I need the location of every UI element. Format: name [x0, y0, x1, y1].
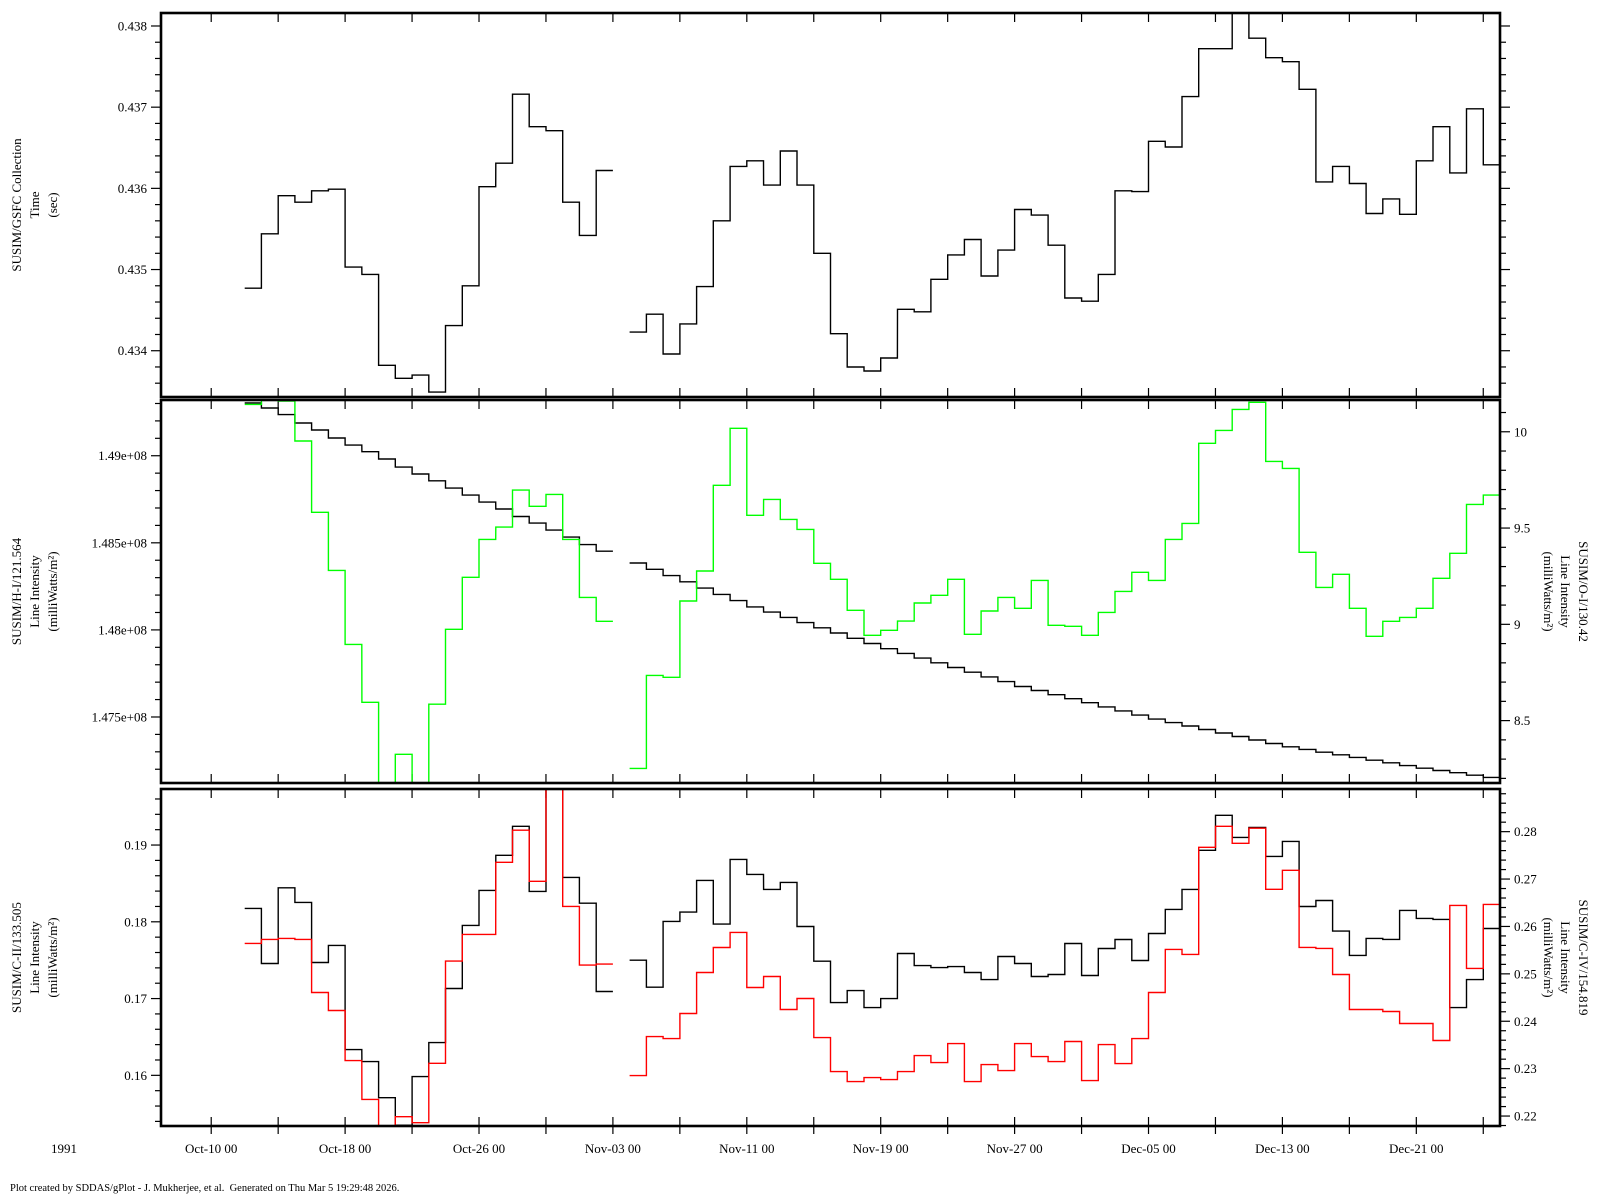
left-axis-title: SUSIM/H-I/121.564	[9, 537, 24, 645]
y-tick-label: 0.26	[1514, 919, 1537, 934]
x-tick-label: Dec-05 00	[1121, 1141, 1176, 1156]
right-axis-title: (milliWatts/m²)	[1541, 551, 1556, 631]
x-tick-label: Oct-10 00	[185, 1141, 237, 1156]
y-tick-label: 9	[1514, 617, 1521, 632]
y-tick-label: 0.25	[1514, 966, 1537, 981]
chart-panels: 0.434 0.435 0.436 0.437 0.438 SUSIM/GSFC Coll…	[9, 11, 1591, 1134]
series-line-left-axis	[244, 402, 1500, 779]
panel-frame	[159, 398, 1502, 785]
left-y-axis: 0.434 0.435 0.436 0.437 0.438 SUSIM/GSFC Coll…	[9, 18, 161, 384]
y-tick-label: 0.437	[118, 100, 148, 115]
right-axis-title: Line Intensity	[1558, 921, 1573, 994]
left-y-axis: 0.16 0.17 0.18 0.19 SUSIM/C-II/133.505 Line I…	[9, 798, 161, 1122]
right-y-axis: 0.22 0.23 0.24 0.25 0.26 0.27 0.28 SUSIM/C-IV/1…	[1500, 793, 1591, 1127]
right-axis-title: SUSIM/C-IV/154.819	[1576, 900, 1591, 1016]
left-axis-title: SUSIM/GSFC Collection	[9, 138, 24, 272]
y-tick-label: 0.18	[124, 914, 147, 929]
y-tick-label: 1.49e+08	[98, 448, 147, 463]
y-tick-label: 0.435	[118, 262, 147, 277]
panel-2: 1.475e+08 1.48e+08 1.485e+08 1.49e+08 SUSIM/…	[9, 398, 1591, 785]
left-axis-title: Line Intensity	[27, 921, 42, 994]
y-tick-label: 0.17	[124, 991, 147, 1006]
y-tick-label: 0.27	[1514, 872, 1537, 887]
panel-frame	[159, 787, 1502, 1128]
left-axis-title: (milliWatts/m²)	[45, 917, 60, 997]
y-tick-label: 10	[1514, 424, 1527, 439]
x-ticks	[210, 13, 1484, 397]
y-tick-label: 0.438	[118, 18, 147, 33]
y-tick-label: 0.28	[1514, 824, 1537, 839]
x-axis-labels: Oct-10 00 Oct-18 00 Oct-26 00 Nov-03 00 Nov-…	[185, 1141, 1444, 1156]
y-tick-label: 9.5	[1514, 521, 1530, 536]
left-axis-title: SUSIM/C-II/133.505	[9, 902, 24, 1013]
left-axis-title: Time	[27, 191, 42, 218]
series-line-left-axis	[244, 13, 1500, 393]
panel-1: 0.434 0.435 0.436 0.437 0.438 SUSIM/GSFC Coll…	[9, 11, 1510, 399]
right-axis-title: Line Intensity	[1558, 555, 1573, 628]
y-tick-label: 8.5	[1514, 713, 1530, 728]
y-tick-label: 0.16	[124, 1068, 147, 1083]
x-tick-label: Dec-13 00	[1255, 1141, 1310, 1156]
x-tick-label: Oct-18 00	[319, 1141, 371, 1156]
series-line-left-axis	[244, 789, 1500, 1126]
x-ticks	[210, 400, 1484, 783]
x-tick-label: Nov-11 00	[719, 1141, 775, 1156]
y-tick-label: 0.22	[1514, 1109, 1537, 1124]
x-tick-label: Oct-26 00	[453, 1141, 505, 1156]
plot-footer: Plot created by SDDAS/gPlot - J. Mukherj…	[10, 1183, 399, 1194]
y-tick-label: 1.475e+08	[92, 709, 147, 724]
x-tick-label: Nov-19 00	[853, 1141, 909, 1156]
right-axis-title: (milliWatts/m²)	[1541, 917, 1556, 997]
x-tick-label: Nov-27 00	[987, 1141, 1043, 1156]
series-line-right-axis	[244, 789, 1500, 1126]
y-tick-label: 0.24	[1514, 1014, 1537, 1029]
left-y-axis: 1.475e+08 1.48e+08 1.485e+08 1.49e+08 SUSIM/…	[9, 402, 161, 770]
left-axis-title: (sec)	[45, 192, 60, 217]
left-axis-title: (milliWatts/m²)	[45, 551, 60, 631]
x-tick-label: Dec-21 00	[1389, 1141, 1444, 1156]
y-tick-label: 0.19	[124, 838, 147, 853]
panel-frame	[159, 11, 1502, 399]
y-tick-label: 1.485e+08	[92, 535, 147, 550]
left-axis-title: Line Intensity	[27, 555, 42, 628]
right-y-axis	[1500, 25, 1510, 384]
right-axis-title: SUSIM/O-I/130.42	[1576, 541, 1591, 642]
y-tick-label: 0.23	[1514, 1061, 1537, 1076]
y-tick-label: 0.436	[118, 181, 148, 196]
series-line-right-axis	[244, 400, 1500, 783]
year-label: 1991	[51, 1141, 77, 1156]
x-tick-label: Nov-03 00	[585, 1141, 641, 1156]
y-tick-label: 0.434	[118, 343, 148, 358]
y-tick-label: 1.48e+08	[98, 622, 147, 637]
